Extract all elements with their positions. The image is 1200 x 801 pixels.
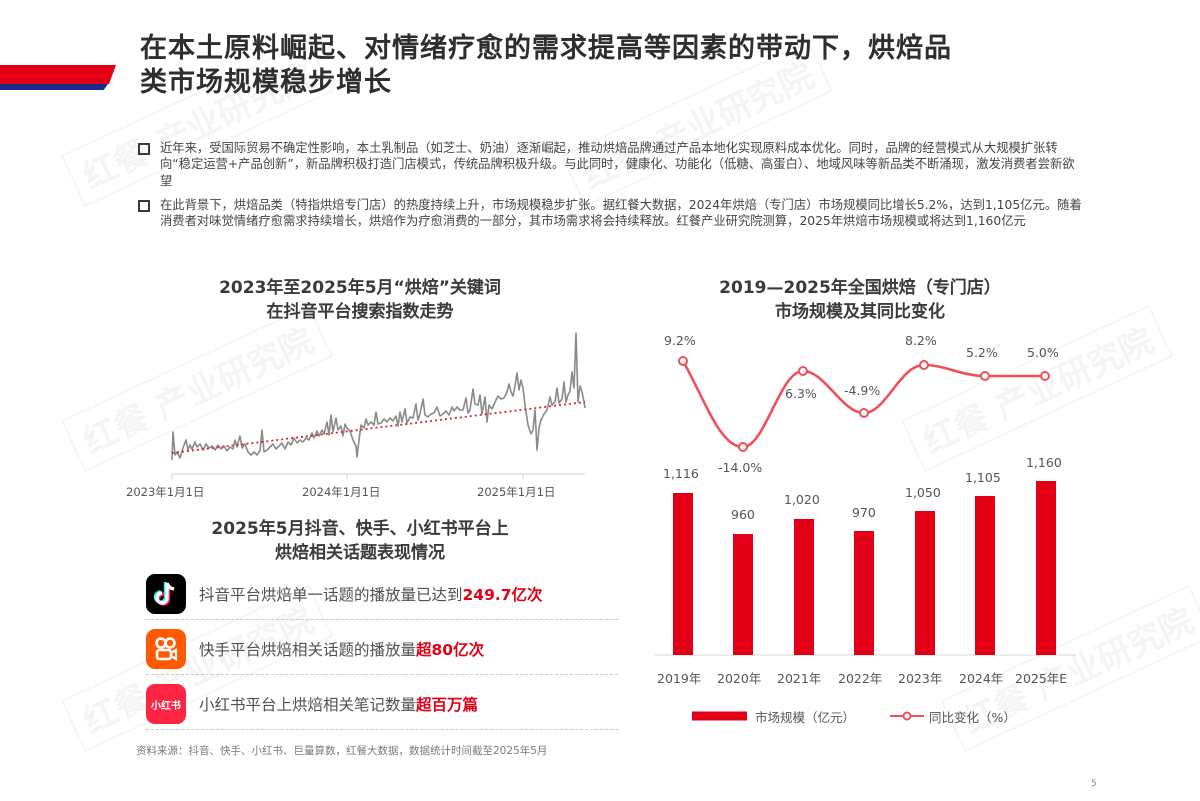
platform-text: 抖音平台烘焙单一话题的播放量已达到249.7亿次 xyxy=(199,586,543,604)
platforms-title-line2: 烘焙相关话题表现情况 xyxy=(275,543,445,563)
xiaohongshu-icon: 小红书 xyxy=(146,684,186,724)
x-tick-label: 2025年1月1日 xyxy=(477,485,556,499)
square-bullet-icon xyxy=(138,143,150,155)
yoy-label: 6.3% xyxy=(785,386,817,401)
bar-2019 xyxy=(673,493,693,655)
page-title-line1: 在本土原料崛起、对情绪疗愈的需求提高等因素的带动下，烘焙品 xyxy=(140,33,952,64)
legend-line-marker xyxy=(902,711,912,721)
platform-row-kuaishou: 快手平台烘焙相关话题的播放量超80亿次 xyxy=(146,624,618,675)
right-chart-title-line1: 2019—2025年全国烘焙（专门店） xyxy=(719,278,1001,298)
yoy-markers xyxy=(678,356,1050,452)
highlight-value: 249.7亿次 xyxy=(462,586,543,604)
x-category-label: 2024年 xyxy=(959,671,1004,686)
source-note: 资料来源：抖音、快手、小红书、巨量算数，红餐大数据，数据统计时间截至2025年5… xyxy=(136,745,548,757)
x-category-label: 2020年 xyxy=(717,671,762,686)
x-category-label: 2022年 xyxy=(838,671,883,686)
yoy-label: 9.2% xyxy=(664,333,696,348)
bullet-item: 在此背景下，烘焙品类（特指烘焙专门店）的热度持续上升，市场规模稳步扩张。据红餐大… xyxy=(136,197,1086,230)
bars xyxy=(673,481,1056,655)
bullet-text: 近年来，受国际贸易不确定性影响，本土乳制品（如芝士、奶油）逐渐崛起，推动烘焙品牌… xyxy=(160,141,1075,188)
xiaohongshu-icon-label: 小红书 xyxy=(151,700,181,712)
bar-2024 xyxy=(975,496,995,655)
platforms-title-line1: 2025年5月抖音、快手、小红书平台上 xyxy=(211,519,509,539)
page-title: 在本土原料崛起、对情绪疗愈的需求提高等因素的带动下，烘焙品 类市场规模稳步增长 xyxy=(140,32,1100,100)
left-chart-title: 2023年至2025年5月“烘焙”关键词 在抖音平台搜索指数走势 xyxy=(140,276,580,324)
bar-2023 xyxy=(915,511,935,655)
legend-label-market-size: 市场规模（亿元） xyxy=(755,710,856,725)
bar-label: 1,160 xyxy=(1026,455,1062,470)
page-title-line2: 类市场规模稳步增长 xyxy=(140,67,392,98)
kuaishou-icon xyxy=(146,629,186,669)
platform-row-xiaohongshu: 小红书 小红书平台上烘焙相关笔记数量超百万篇 xyxy=(146,679,618,730)
x-category-label: 2021年 xyxy=(777,671,822,686)
douyin-icon xyxy=(146,574,186,614)
bar-label: 1,050 xyxy=(905,485,941,500)
bar-label: 970 xyxy=(852,505,876,520)
yoy-label: -4.9% xyxy=(844,383,881,398)
trend-line xyxy=(171,401,586,454)
right-chart-title: 2019—2025年全国烘焙（专门店） 市场规模及其同比变化 xyxy=(650,276,1070,324)
bar-label: 1,105 xyxy=(965,470,1001,485)
accent-stripe-blue xyxy=(0,84,108,90)
market-size-combo-chart xyxy=(655,356,1076,721)
yoy-label: 8.2% xyxy=(905,333,937,348)
bar-2022 xyxy=(854,531,874,655)
bar-2025e xyxy=(1036,481,1056,655)
bullet-text: 在此背景下，烘焙品类（特指烘焙专门店）的热度持续上升，市场规模稳步扩张。据红餐大… xyxy=(160,197,1082,229)
legend-label-yoy: 同比变化（%） xyxy=(929,710,1016,725)
bar-label: 1,116 xyxy=(663,466,699,481)
bar-label: 960 xyxy=(731,507,755,522)
page-number: 5 xyxy=(1091,779,1097,789)
search-index-line-chart xyxy=(171,332,586,479)
right-chart-title-line2: 市场规模及其同比变化 xyxy=(775,302,945,322)
yoy-label: -14.0% xyxy=(718,460,763,475)
bar-2021 xyxy=(794,519,814,655)
bar-label: 1,020 xyxy=(784,492,820,507)
platform-text: 小红书平台上烘焙相关笔记数量超百万篇 xyxy=(199,696,479,714)
bullet-item: 近年来，受国际贸易不确定性影响，本土乳制品（如芝士、奶油）逐渐崛起，推动烘焙品牌… xyxy=(136,140,1086,189)
x-category-label: 2019年 xyxy=(657,671,702,686)
platform-row-douyin: 抖音平台烘焙单一话题的播放量已达到249.7亿次 xyxy=(146,569,618,620)
yoy-label: 5.0% xyxy=(1027,345,1059,360)
highlight-value: 超百万篇 xyxy=(416,696,479,714)
platforms-title: 2025年5月抖音、快手、小红书平台上 烘焙相关话题表现情况 xyxy=(140,517,580,565)
x-tick-label: 2024年1月1日 xyxy=(302,485,381,499)
left-chart-title-line1: 2023年至2025年5月“烘焙”关键词 xyxy=(219,278,501,298)
yoy-label: 5.2% xyxy=(966,345,998,360)
platform-text: 快手平台烘焙相关话题的播放量超80亿次 xyxy=(199,641,485,659)
search-index-series xyxy=(171,332,586,461)
highlight-value: 超80亿次 xyxy=(416,641,485,659)
square-bullet-icon xyxy=(138,199,150,212)
x-tick-label: 2023年1月1日 xyxy=(126,485,205,499)
bullet-list: 近年来，受国际贸易不确定性影响，本土乳制品（如芝士、奶油）逐渐崛起，推动烘焙品牌… xyxy=(136,140,1086,237)
accent-stripe-red xyxy=(0,65,116,84)
x-category-label: 2023年 xyxy=(898,671,943,686)
left-chart-title-line2: 在抖音平台搜索指数走势 xyxy=(266,302,454,322)
bar-2020 xyxy=(733,534,753,655)
x-category-label: 2025年E xyxy=(1015,671,1068,686)
yoy-line xyxy=(681,360,1045,449)
